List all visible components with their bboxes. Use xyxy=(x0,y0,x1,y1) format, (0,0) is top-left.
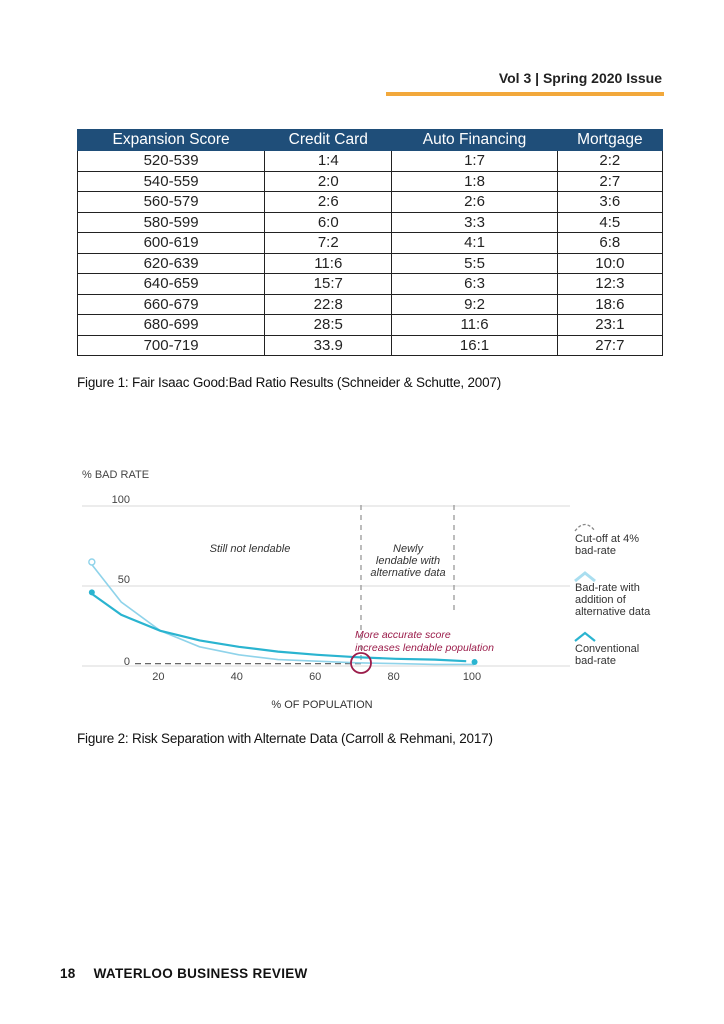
table-cell: 11:6 xyxy=(391,314,558,336)
x-axis-label: % OF POPULATION xyxy=(271,699,372,711)
table-cell: 11:6 xyxy=(264,252,393,274)
table-header-cell: Auto Financing xyxy=(391,129,558,151)
table-cell: 12:3 xyxy=(556,273,664,295)
lendable-highlight-circle xyxy=(350,652,372,674)
y-tick-label: 50 xyxy=(118,574,130,586)
issue-underline xyxy=(386,92,664,96)
x-tick-label: 60 xyxy=(309,671,321,683)
table-cell: 9:2 xyxy=(391,293,558,315)
series-line-alternative-data xyxy=(89,561,474,666)
legend-label: addition of xyxy=(575,594,627,606)
y-axis-label: % BAD RATE xyxy=(82,469,149,481)
table-cell: 2:0 xyxy=(264,170,393,192)
table-row: 560-579 2:6 2:6 3:6 xyxy=(76,191,664,213)
table-cell: 1:4 xyxy=(264,150,393,172)
page-number: 18 xyxy=(60,966,76,981)
table-header-row: Expansion Score Credit Card Auto Financi… xyxy=(76,129,664,151)
table-cell: 640-659 xyxy=(76,273,266,295)
y-tick-label: 100 xyxy=(112,494,130,506)
conventional-legend-icon xyxy=(574,631,596,642)
x-tick-label: 20 xyxy=(152,671,164,683)
figure-2-caption: Figure 2: Risk Separation with Alternate… xyxy=(77,731,493,746)
table-row: 600-619 7:2 4:1 6:8 xyxy=(76,232,664,254)
table-cell: 680-699 xyxy=(76,314,266,336)
table-header-cell: Mortgage xyxy=(556,129,664,151)
more-accurate-label: increases lendable population xyxy=(355,642,494,654)
table-cell: 520-539 xyxy=(76,150,266,172)
x-tick-label: 40 xyxy=(231,671,243,683)
figure-1-caption: Figure 1: Fair Isaac Good:Bad Ratio Resu… xyxy=(77,375,502,390)
cutoff-legend-icon xyxy=(574,523,596,532)
good-bad-ratio-table: Expansion Score Credit Card Auto Financi… xyxy=(76,129,664,356)
table-cell: 15:7 xyxy=(264,273,393,295)
publication-name: WATERLOO BUSINESS REVIEW xyxy=(93,966,308,981)
table-cell: 5:5 xyxy=(391,252,558,274)
table-header-cell: Credit Card xyxy=(264,129,393,151)
table-cell: 700-719 xyxy=(76,334,266,356)
table-cell: 16:1 xyxy=(391,334,558,356)
legend-label: bad-rate xyxy=(575,545,616,557)
x-tick-label: 80 xyxy=(387,671,399,683)
series-point xyxy=(88,589,95,596)
table-cell: 1:8 xyxy=(391,170,558,192)
series-end-point xyxy=(471,659,478,665)
newly-lendable-label: alternative data xyxy=(370,567,445,579)
legend-label: Conventional xyxy=(575,643,639,655)
table-header-cell: Expansion Score xyxy=(76,129,266,151)
table-cell: 3:6 xyxy=(556,191,664,213)
table-row: 620-639 11:6 5:5 10:0 xyxy=(76,252,664,274)
table-row: 680-699 28:5 11:6 23:1 xyxy=(76,314,664,336)
issue-label: Vol 3 | Spring 2020 Issue xyxy=(498,70,662,86)
table-cell: 2:6 xyxy=(391,191,558,213)
table-cell: 23:1 xyxy=(556,314,664,336)
table-cell: 6:0 xyxy=(264,211,393,233)
newly-lendable-label: Newly xyxy=(393,543,424,555)
table-cell: 4:5 xyxy=(556,211,664,233)
table-cell: 22:8 xyxy=(264,293,393,315)
y-tick-label: 0 xyxy=(124,656,130,668)
still-not-lendable-label: Still not lendable xyxy=(210,543,291,555)
table-row: 700-719 33.9 16:1 27:7 xyxy=(76,334,664,356)
legend-label: bad-rate xyxy=(575,655,616,667)
table-row: 660-679 22:8 9:2 18:6 xyxy=(76,293,664,315)
table-cell: 1:7 xyxy=(391,150,558,172)
page-footer: 18 WATERLOO BUSINESS REVIEW xyxy=(60,966,308,981)
table-cell: 660-679 xyxy=(76,293,266,315)
alt-data-legend-icon xyxy=(574,571,596,583)
table-cell: 2:2 xyxy=(556,150,664,172)
more-accurate-label: More accurate score xyxy=(355,629,451,641)
series-line-conventional xyxy=(89,591,467,663)
table-cell: 18:6 xyxy=(556,293,664,315)
x-tick-label: 100 xyxy=(463,671,481,683)
table-cell: 7:2 xyxy=(264,232,393,254)
table-cell: 560-579 xyxy=(76,191,266,213)
risk-separation-chart: % BAD RATE 100 50 0 20 40 60 80 100 % OF POPULATI… xyxy=(82,469,651,711)
newly-lendable-label: lendable with xyxy=(376,555,440,567)
table-row: 540-559 2:0 1:8 2:7 xyxy=(76,170,664,192)
table-cell: 2:6 xyxy=(264,191,393,213)
table-cell: 580-599 xyxy=(76,211,266,233)
table-cell: 6:8 xyxy=(556,232,664,254)
table-row: 520-539 1:4 1:7 2:2 xyxy=(76,150,664,172)
table-cell: 540-559 xyxy=(76,170,266,192)
table-cell: 3:3 xyxy=(391,211,558,233)
table-row: 580-599 6:0 3:3 4:5 xyxy=(76,211,664,233)
table-cell: 28:5 xyxy=(264,314,393,336)
table-cell: 6:3 xyxy=(391,273,558,295)
table-cell: 2:7 xyxy=(556,170,664,192)
legend-label: Bad-rate with xyxy=(575,582,640,594)
table-cell: 620-639 xyxy=(76,252,266,274)
table-cell: 27:7 xyxy=(556,334,664,356)
table-cell: 33.9 xyxy=(264,334,393,356)
table-row: 640-659 15:7 6:3 12:3 xyxy=(76,273,664,295)
series-point xyxy=(88,558,96,566)
legend-label: alternative data xyxy=(575,606,651,618)
table-cell: 10:0 xyxy=(556,252,664,274)
table-cell: 600-619 xyxy=(76,232,266,254)
legend-label: Cut-off at 4% xyxy=(575,533,639,545)
table-cell: 4:1 xyxy=(391,232,558,254)
